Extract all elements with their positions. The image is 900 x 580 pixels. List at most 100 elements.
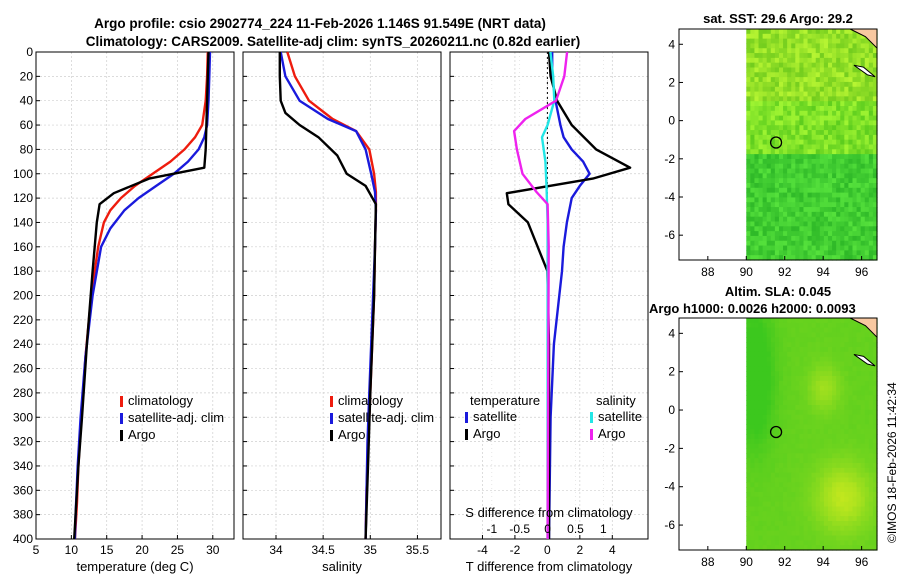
diff-line-salinity-argo <box>512 51 569 540</box>
x-tick-label: 30 <box>206 543 220 557</box>
map-frame <box>678 317 878 551</box>
argo-location-marker <box>769 136 783 149</box>
x-tick-label: 20 <box>135 543 149 557</box>
sal-line-argo <box>278 52 378 540</box>
temp-legend-1-label: satellite-adj. clim <box>128 410 224 425</box>
x-tick-label: 35.5 <box>406 543 430 557</box>
sal-legend-1-label: satellite-adj. clim <box>338 410 434 425</box>
map-y-tick-label: -6 <box>664 228 675 242</box>
map-x-tick-label: 96 <box>855 555 869 569</box>
y-tick-label: 220 <box>13 313 33 327</box>
y-tick-label: 380 <box>13 508 33 522</box>
y-tick-label: 0 <box>26 45 33 59</box>
sst-map-title: sat. SST: 29.6 Argo: 29.2 <box>703 11 853 26</box>
x-tick-label: 25 <box>171 543 185 557</box>
temp-legend-0-label: climatology <box>128 393 194 408</box>
map-y-tick-label: -6 <box>664 518 675 532</box>
temp-legend-1-swatch <box>120 413 123 424</box>
x-tick-label: 5 <box>33 543 40 557</box>
map-y-tick-label: -2 <box>664 152 675 166</box>
map-x-tick-label: 92 <box>778 555 792 569</box>
map-y-tick-label: -4 <box>664 190 675 204</box>
x-tick-label: 35 <box>364 543 378 557</box>
map-x-tick-label: 88 <box>701 555 715 569</box>
s-legend-argo-swatch <box>590 429 593 440</box>
map-x-tick-label: 94 <box>816 555 830 569</box>
y-tick-label: 260 <box>13 362 33 376</box>
map-x-tick-label: 92 <box>778 265 792 279</box>
map-y-tick-label: -2 <box>664 441 675 455</box>
map-y-tick-label: 4 <box>668 37 675 51</box>
sla-map-title: Altim. SLA: 0.045 <box>725 284 831 299</box>
sal-legend-0-label: climatology <box>338 393 404 408</box>
sst-map-panel: sat. SST: 29.6 Argo: 29.2 88 90 92 94 96 4 2 0 -2… <box>664 11 878 279</box>
t-legend-argo-swatch <box>465 429 468 440</box>
y-tick-label: 60 <box>20 118 34 132</box>
island-shape <box>853 64 876 78</box>
y-tick-label: 40 <box>20 94 34 108</box>
s-legend-title: salinity <box>596 393 636 408</box>
y-tick-label: 120 <box>13 191 33 205</box>
map-y-tick-label: 0 <box>668 403 675 417</box>
map-x-tick-label: 90 <box>740 555 754 569</box>
sal-legend-0-swatch <box>330 396 333 407</box>
temp-legend-0-swatch <box>120 396 123 407</box>
s-tick-label: 0.5 <box>567 522 584 536</box>
y-tick-label: 160 <box>13 240 33 254</box>
temp-legend-2-label: Argo <box>128 427 155 442</box>
sla-map-subtitle: Argo h1000: 0.0026 h2000: 0.0093 <box>649 301 856 316</box>
x-axis-label: T difference from climatology <box>466 559 633 574</box>
temp-legend-2-swatch <box>120 430 123 441</box>
salinity-panel: 34 34.5 35 35.5 salinity climatology satellite… <box>242 51 442 574</box>
sla-map-panel: Altim. SLA: 0.045 Argo h1000: 0.0026 h200… <box>649 284 878 569</box>
argo-location-marker <box>769 425 783 439</box>
map-x-tick-label: 90 <box>740 265 754 279</box>
map-y-tick-label: 2 <box>668 75 675 89</box>
x-tick-label: 2 <box>576 543 583 557</box>
map-y-tick-label: 2 <box>668 365 675 379</box>
y-tick-label: 320 <box>13 435 33 449</box>
map-x-tick-label: 94 <box>816 265 830 279</box>
temperature-panel: 5 10 15 20 25 3002040608010012014016018020022… <box>13 45 235 574</box>
t-legend-title: temperature <box>470 393 540 408</box>
copyright-footer: ©IMOS 18-Feb-2026 11:42:34 <box>885 382 899 543</box>
x-tick-label: 34.5 <box>311 543 335 557</box>
s-tick-label: 1 <box>600 522 607 536</box>
temp-line-argo <box>73 51 210 540</box>
s-legend-satellite-swatch <box>590 412 593 423</box>
y-tick-label: 400 <box>13 532 33 546</box>
y-tick-label: 200 <box>13 289 33 303</box>
map-x-tick-label: 88 <box>701 265 715 279</box>
figure-title-line1: Argo profile: csio 2902774_224 11-Feb-20… <box>94 16 546 31</box>
difference-panel: -4 -2 0 2 4 T difference from climatology -1 -0… <box>449 51 649 574</box>
x-tick-label: -2 <box>510 543 521 557</box>
sal-legend-2-label: Argo <box>338 427 365 442</box>
x-tick-label: 10 <box>65 543 79 557</box>
x-tick-label: 34 <box>269 543 283 557</box>
y-tick-label: 20 <box>20 69 34 83</box>
map-frame <box>678 28 878 261</box>
t-legend-satellite-label: satellite <box>473 409 517 424</box>
y-tick-label: 340 <box>13 459 33 473</box>
s-tick-label: 0 <box>544 522 551 536</box>
s-tick-label: -1 <box>486 522 497 536</box>
x-axis-label: salinity <box>322 559 362 574</box>
x-axis-label: temperature (deg C) <box>76 559 193 574</box>
y-tick-label: 280 <box>13 386 33 400</box>
x-tick-label: -4 <box>477 543 488 557</box>
s-legend-argo-label: Argo <box>598 426 625 441</box>
y-tick-label: 300 <box>13 410 33 424</box>
s-legend-satellite-label: satellite <box>598 409 642 424</box>
sst-field <box>746 29 878 261</box>
s-tick-label: -0.5 <box>509 522 530 536</box>
map-y-tick-label: 4 <box>668 326 675 340</box>
map-x-tick-label: 96 <box>855 265 869 279</box>
y-tick-label: 360 <box>13 483 33 497</box>
t-legend-argo-label: Argo <box>473 426 500 441</box>
figure-title-line2: Climatology: CARS2009. Satellite-adj cli… <box>86 34 580 49</box>
sal-legend-1-swatch <box>330 413 333 424</box>
x-tick-label: 15 <box>100 543 114 557</box>
t-legend-satellite-swatch <box>465 412 468 423</box>
y-tick-label: 140 <box>13 215 33 229</box>
